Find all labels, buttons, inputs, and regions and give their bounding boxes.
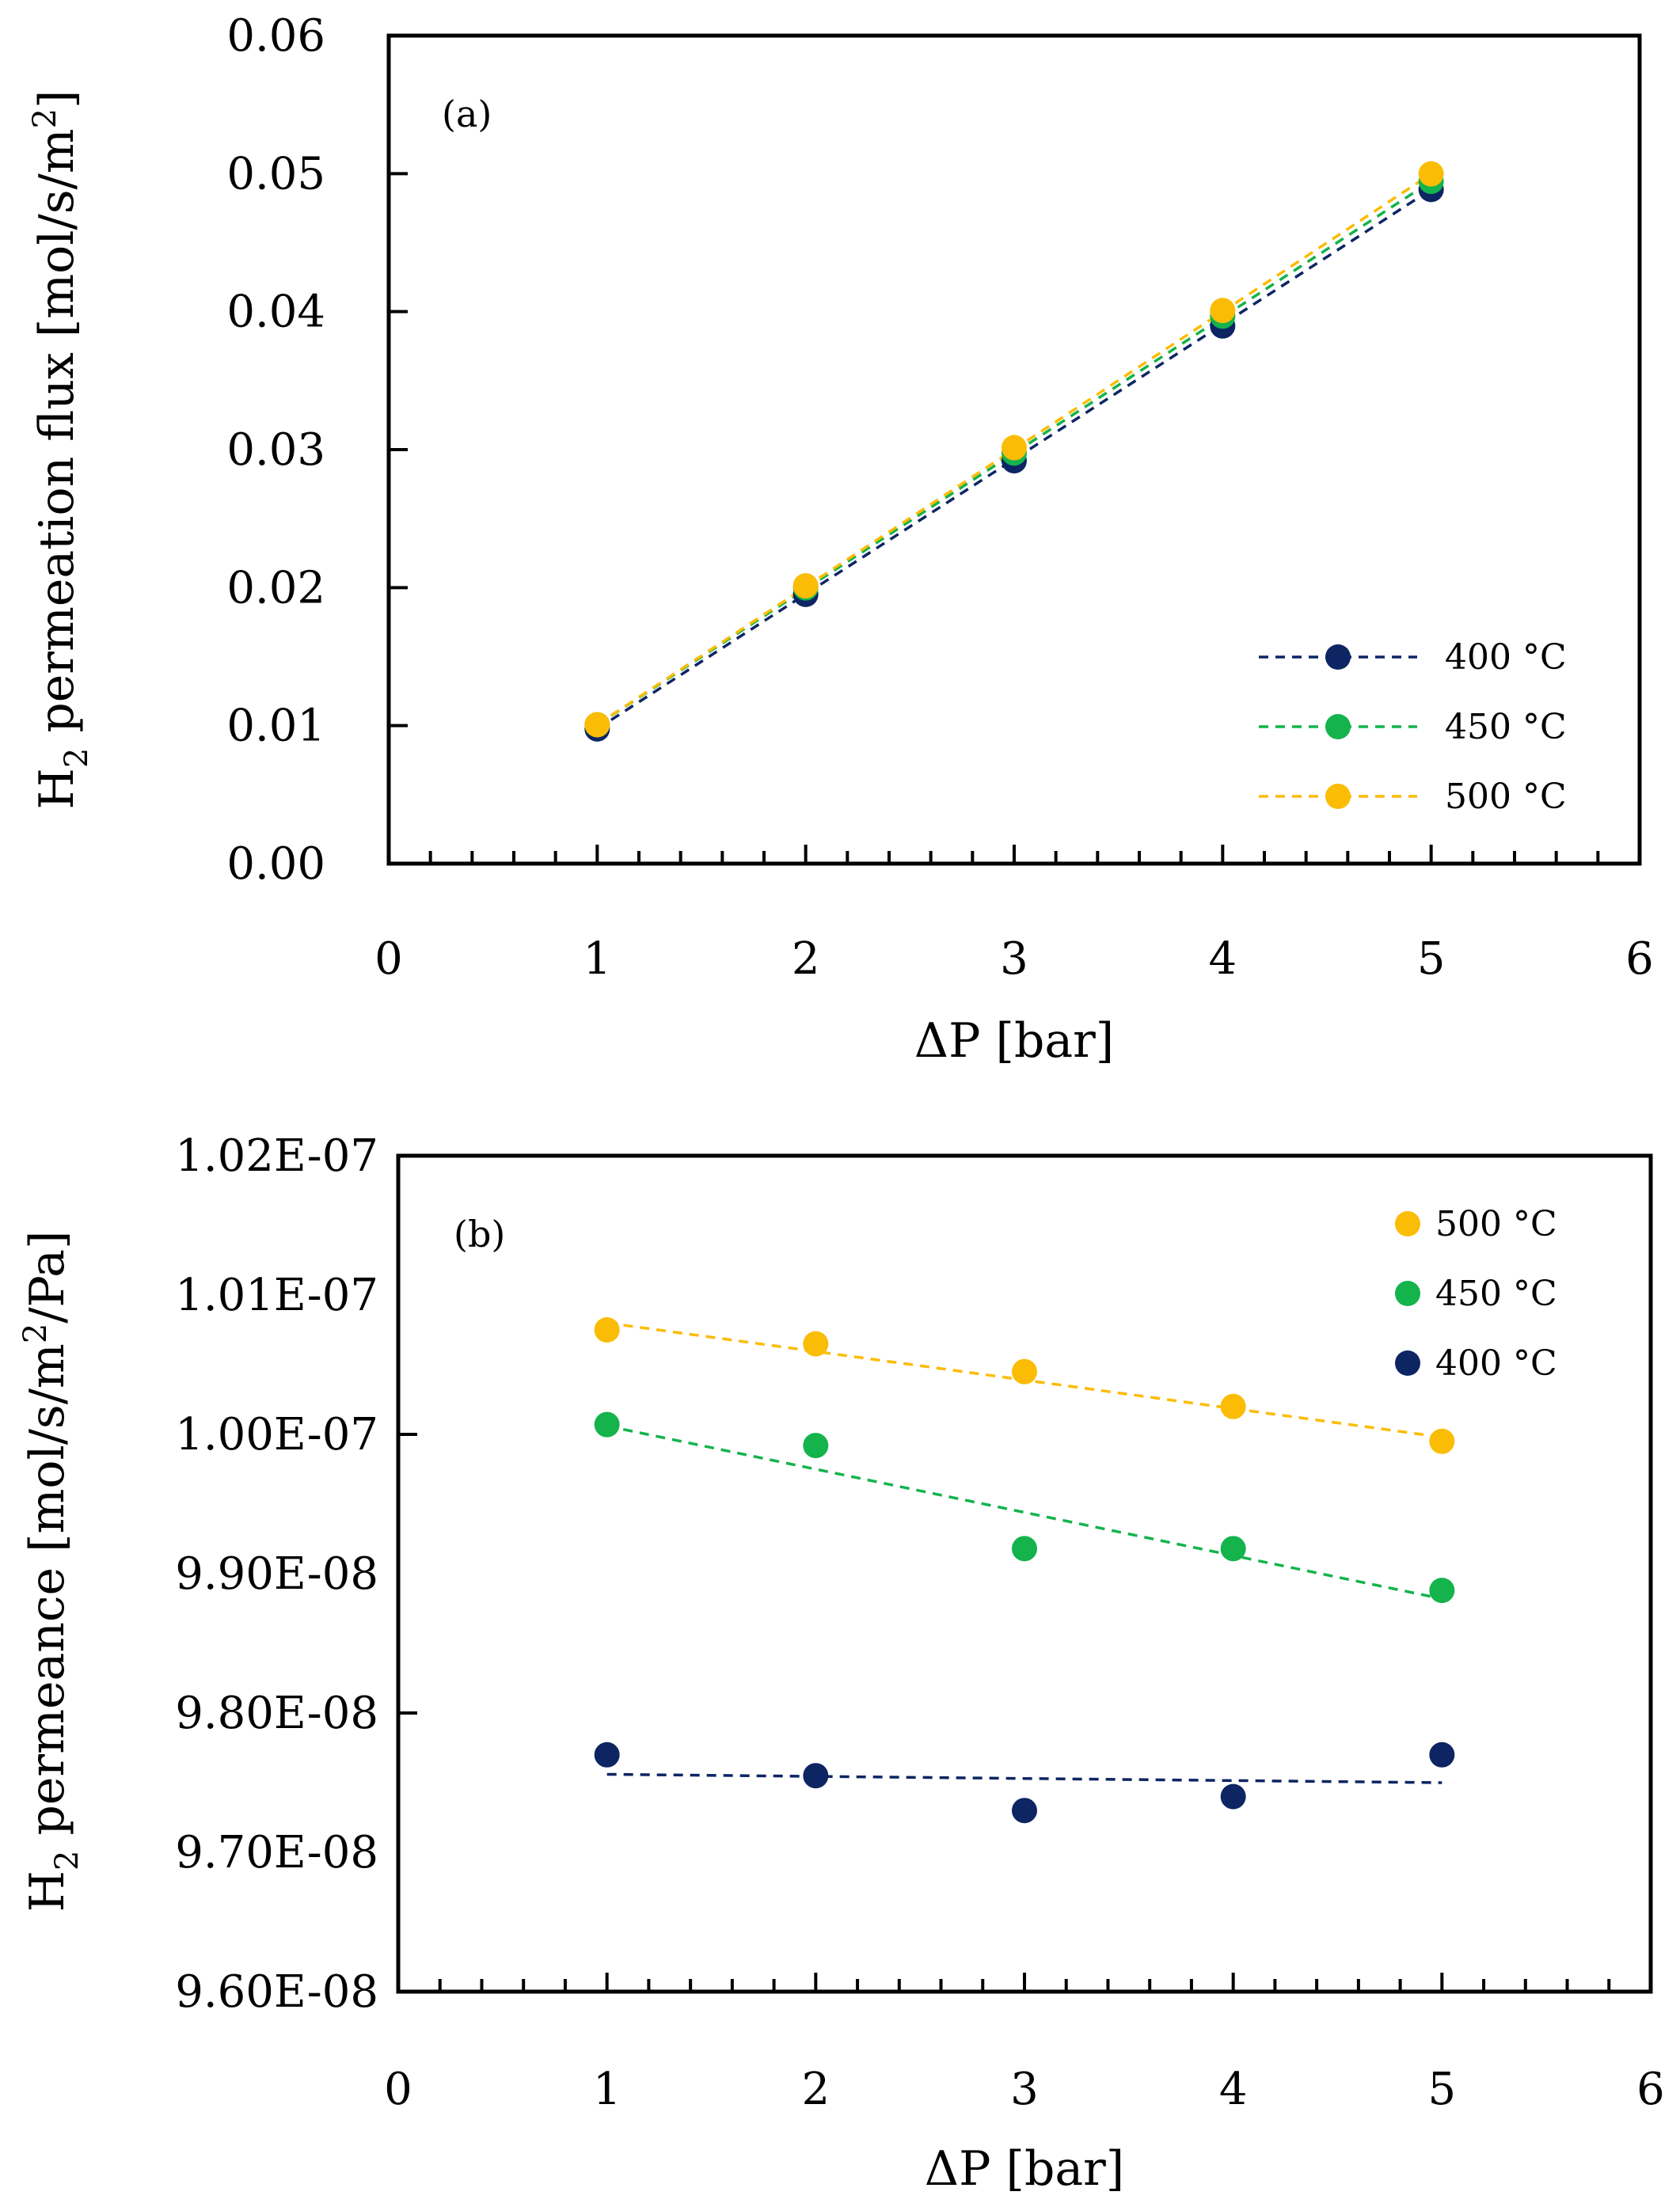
- trend-line-450: [606, 1424, 1442, 1601]
- panel-b-x-tick-labels: 0 1 2 3 4 5 6: [384, 2064, 1665, 2115]
- data-point-500: [584, 712, 610, 738]
- panel-b-data-points: [594, 1317, 1455, 1824]
- panel-a-tick-marks: [387, 34, 1641, 865]
- panel-a-data-points: [584, 161, 1444, 742]
- y-tick-label: 0.01: [226, 701, 325, 752]
- x-tick-label: 3: [1010, 2064, 1039, 2115]
- panel-b-y-tick-labels: 9.60E-08 9.70E-08 9.80E-08 9.90E-08 1.00E-07…: [175, 1130, 378, 2018]
- y-tick-label: 1.01E-07: [175, 1270, 378, 1321]
- panel-a-y-tick-labels: 0.00 0.01 0.02 0.03 0.04 0.05 0.06: [226, 10, 325, 890]
- y-tick-label: 0.00: [226, 838, 325, 890]
- x-tick-label: 1: [583, 933, 612, 985]
- legend-label-450: 450 °C: [1435, 1274, 1557, 1314]
- y-tick-label: 0.04: [226, 287, 325, 338]
- data-point-500: [792, 573, 819, 599]
- panel-b-y-axis-title: H2 permeance [mol/s/m2/Pa]: [17, 1231, 86, 1912]
- legend-label-400: 400 °C: [1445, 637, 1567, 678]
- data-point-500: [1012, 1358, 1037, 1384]
- panel-b-tick-marks: [397, 1154, 1652, 1993]
- x-tick-label: 0: [374, 933, 403, 985]
- legend-label-450: 450 °C: [1445, 707, 1567, 747]
- legend-marker-500: [1395, 1211, 1420, 1236]
- y-tick-label: 0.02: [226, 562, 325, 613]
- y-tick-label: 1.00E-07: [175, 1409, 378, 1460]
- y-tick-label: 9.80E-08: [175, 1688, 378, 1739]
- y-tick-label: 9.70E-08: [175, 1827, 378, 1878]
- legend-marker-400: [1395, 1350, 1420, 1376]
- y-tick-label: 9.60E-08: [175, 1966, 378, 2018]
- panel-a-x-tick-labels: 0 1 2 3 4 5 6: [374, 933, 1654, 985]
- y-tick-label: 9.90E-08: [175, 1548, 378, 1600]
- data-point-450: [803, 1433, 829, 1459]
- legend-marker-450: [1395, 1281, 1420, 1306]
- legend-marker-500: [1325, 784, 1351, 809]
- panel-a-tag: (a): [442, 93, 492, 135]
- x-tick-label: 2: [792, 933, 820, 985]
- legend-label-500: 500 °C: [1435, 1204, 1557, 1244]
- data-point-500: [803, 1331, 829, 1357]
- legend-marker-400: [1325, 644, 1351, 670]
- data-point-400: [1012, 1798, 1037, 1824]
- data-point-500: [1418, 161, 1444, 187]
- x-tick-label: 6: [1636, 2064, 1665, 2115]
- x-tick-label: 5: [1417, 933, 1446, 985]
- data-point-400: [803, 1763, 829, 1789]
- x-tick-label: 1: [593, 2064, 621, 2115]
- panel-b-x-axis-title: ΔP [bar]: [925, 2141, 1124, 2197]
- trend-line-400: [606, 1772, 1442, 1784]
- data-point-450: [1012, 1536, 1037, 1562]
- y-tick-label: 0.05: [226, 148, 325, 199]
- data-point-500: [1210, 298, 1236, 324]
- panel-a-legend: 400 °C 450 °C 500 °C: [1259, 637, 1567, 817]
- data-point-500: [1429, 1428, 1455, 1454]
- panel-a-y-axis-title: H2 permeation flux [mol/s/m2]: [27, 90, 95, 810]
- y-tick-label: 1.02E-07: [175, 1130, 378, 1182]
- panel-a-x-axis-title: ΔP [bar]: [914, 1013, 1114, 1069]
- x-tick-label: 0: [384, 2064, 412, 2115]
- x-tick-label: 3: [1000, 933, 1028, 985]
- data-point-400: [1429, 1742, 1455, 1768]
- legend-label-500: 500 °C: [1445, 777, 1567, 817]
- data-point-500: [594, 1317, 620, 1343]
- panel-b-permeance: 9.60E-08 9.70E-08 9.80E-08 9.90E-08 1.00E-07…: [17, 1130, 1665, 2197]
- x-tick-label: 6: [1625, 933, 1654, 985]
- data-point-500: [1220, 1393, 1246, 1419]
- y-tick-label: 0.06: [226, 10, 325, 62]
- data-point-450: [1220, 1536, 1246, 1562]
- legend-label-400: 400 °C: [1435, 1343, 1557, 1384]
- x-tick-label: 5: [1428, 2064, 1457, 2115]
- x-tick-label: 2: [802, 2064, 830, 2115]
- data-point-400: [1220, 1783, 1246, 1810]
- legend-marker-450: [1325, 714, 1351, 739]
- data-point-500: [1002, 435, 1027, 461]
- panel-b-legend: 500 °C 450 °C 400 °C: [1395, 1204, 1557, 1384]
- x-tick-label: 4: [1209, 933, 1237, 985]
- data-point-400: [594, 1742, 620, 1768]
- data-point-450: [1429, 1578, 1455, 1604]
- y-tick-label: 0.03: [226, 424, 325, 476]
- x-tick-label: 4: [1219, 2064, 1248, 2115]
- panel-b-tag: (b): [454, 1213, 505, 1255]
- data-point-450: [594, 1411, 620, 1438]
- panel-a-permeation-flux: 0.00 0.01 0.02 0.03 0.04 0.05 0.06 0 1 2 3 4 5 6 (a)…: [27, 10, 1654, 1069]
